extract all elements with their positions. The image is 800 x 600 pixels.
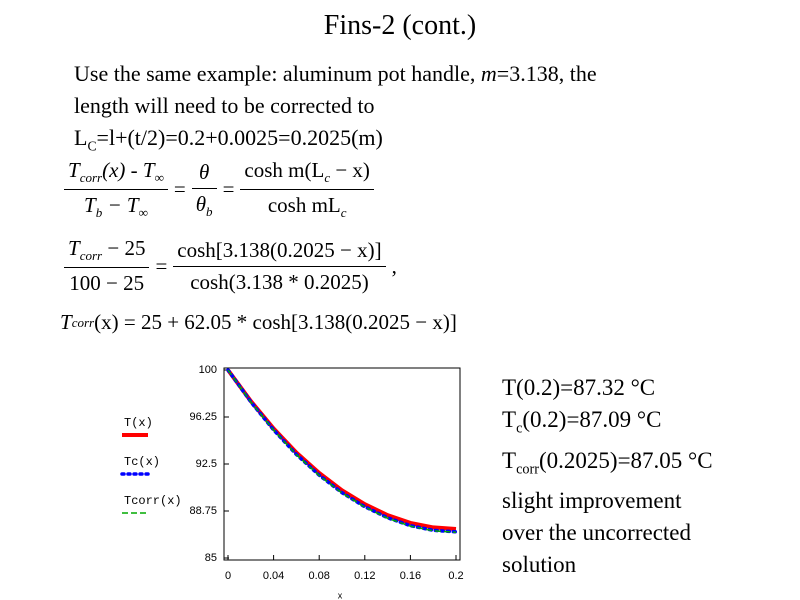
text: (0.2)=87.09 °C bbox=[522, 407, 662, 432]
equals: = bbox=[222, 177, 235, 202]
text: (0.2025)=87.05 °C bbox=[539, 447, 713, 473]
text: corr bbox=[79, 170, 103, 186]
text: T bbox=[68, 236, 80, 260]
x-tick-label: 0.08 bbox=[308, 570, 329, 582]
text: slight improvement bbox=[502, 488, 682, 514]
text: L bbox=[74, 125, 88, 150]
intro-text: Use the same example: aluminum pot handl… bbox=[74, 58, 597, 162]
note-line: slight improvement bbox=[502, 485, 713, 517]
y-tick-label: 92.5 bbox=[196, 458, 217, 470]
text: over the uncorrected bbox=[502, 520, 692, 546]
text: T bbox=[60, 310, 72, 334]
fraction: cosh[3.138(0.2025 − x)] cosh(3.138 * 0.2… bbox=[173, 238, 386, 295]
text: =3.138, the bbox=[496, 61, 597, 86]
text: − T bbox=[102, 193, 139, 218]
text: Use the same example: aluminum pot handl… bbox=[74, 61, 481, 86]
series-line bbox=[227, 369, 457, 534]
text: cosh(3.138 * 0.2025) bbox=[190, 269, 369, 294]
text: b bbox=[95, 205, 103, 221]
note-line: Tc(0.2)=87.09 °C bbox=[502, 404, 713, 445]
text: c bbox=[516, 420, 523, 437]
fraction: Tcorr(x) - T∞ Tb − T∞ bbox=[64, 158, 168, 221]
text: T bbox=[502, 447, 517, 473]
text: T bbox=[84, 193, 96, 218]
series-line bbox=[226, 368, 457, 532]
text: corr bbox=[71, 314, 95, 330]
note-line: T(0.2)=87.32 °C bbox=[502, 372, 713, 404]
text: θ bbox=[191, 160, 217, 189]
text: T(0.2)=87.32 °C bbox=[502, 375, 656, 400]
intro-line: length will need to be corrected to bbox=[74, 93, 375, 118]
text: =l+(t/2)=0.2+0.0025=0.2025(m) bbox=[96, 125, 383, 150]
text: T bbox=[68, 158, 80, 182]
slide-title: Fins-2 (cont.) bbox=[323, 10, 477, 41]
text: ∞ bbox=[154, 170, 164, 186]
text: C bbox=[87, 138, 97, 154]
y-tick-label: 96.25 bbox=[189, 411, 217, 423]
text: − 25 bbox=[102, 236, 146, 260]
text: T bbox=[502, 407, 517, 432]
text: solution bbox=[502, 552, 577, 578]
equation: Tcorr − 25 100 − 25 = cosh[3.138(0.2025 … bbox=[58, 236, 397, 296]
equals: = bbox=[155, 253, 168, 278]
x-tick-label: 0 bbox=[225, 570, 231, 582]
fraction: θ θb bbox=[191, 160, 217, 220]
text: θ bbox=[195, 191, 207, 216]
note-line: Tcorr(0.2025)=87.05 °C bbox=[502, 445, 713, 486]
plot-frame bbox=[223, 367, 461, 561]
text: c bbox=[340, 205, 347, 221]
legend-label: Tcorr(x) bbox=[124, 494, 182, 508]
text: m bbox=[480, 61, 497, 86]
equation: Tcorr(x) - T∞ Tb − T∞ = θ θb = cosh m(Lc… bbox=[58, 158, 380, 221]
text: cosh m(L bbox=[244, 158, 325, 182]
y-tick-label: 88.75 bbox=[189, 505, 217, 517]
text: cosh mL bbox=[267, 193, 341, 218]
y-tick-label: 85 bbox=[205, 552, 217, 564]
fraction: Tcorr − 25 100 − 25 bbox=[64, 236, 150, 296]
series-line bbox=[226, 368, 458, 534]
text: 100 − 25 bbox=[69, 271, 145, 296]
notes: T(0.2)=87.32 °C Tc(0.2)=87.09 °C Tcorr(0.2… bbox=[502, 372, 713, 581]
note-line: solution bbox=[502, 549, 713, 581]
text: , bbox=[391, 253, 397, 278]
intro-line: LC=l+(t/2)=0.2+0.0025=0.2025(m) bbox=[74, 122, 597, 162]
text: corr bbox=[516, 461, 540, 478]
fraction: cosh m(Lc − x) cosh mLc bbox=[240, 158, 374, 221]
note-line: over the uncorrected bbox=[502, 517, 713, 549]
text: b bbox=[206, 203, 213, 219]
x-axis-label: x bbox=[338, 590, 343, 600]
legend-label: Tc(x) bbox=[124, 455, 160, 469]
text: c bbox=[324, 170, 331, 186]
legend-label: T(x) bbox=[124, 416, 153, 430]
text: corr bbox=[79, 248, 103, 264]
text: − x) bbox=[330, 158, 370, 182]
x-tick-label: 0.12 bbox=[354, 570, 375, 582]
equals: = bbox=[173, 177, 186, 202]
x-tick-label: 0.04 bbox=[263, 570, 284, 582]
y-tick-label: 100 bbox=[199, 364, 217, 376]
x-tick-label: 0.16 bbox=[400, 570, 421, 582]
intro-line: Use the same example: aluminum pot handl… bbox=[74, 58, 597, 90]
text: (x) - T bbox=[102, 158, 155, 182]
text: (x) = 25 + 62.05 * cosh[3.138(0.2025 − x… bbox=[94, 310, 457, 334]
x-tick-label: 0.2 bbox=[448, 570, 463, 582]
text: ∞ bbox=[138, 205, 148, 221]
text: cosh[3.138(0.2025 − x)] bbox=[173, 238, 386, 267]
